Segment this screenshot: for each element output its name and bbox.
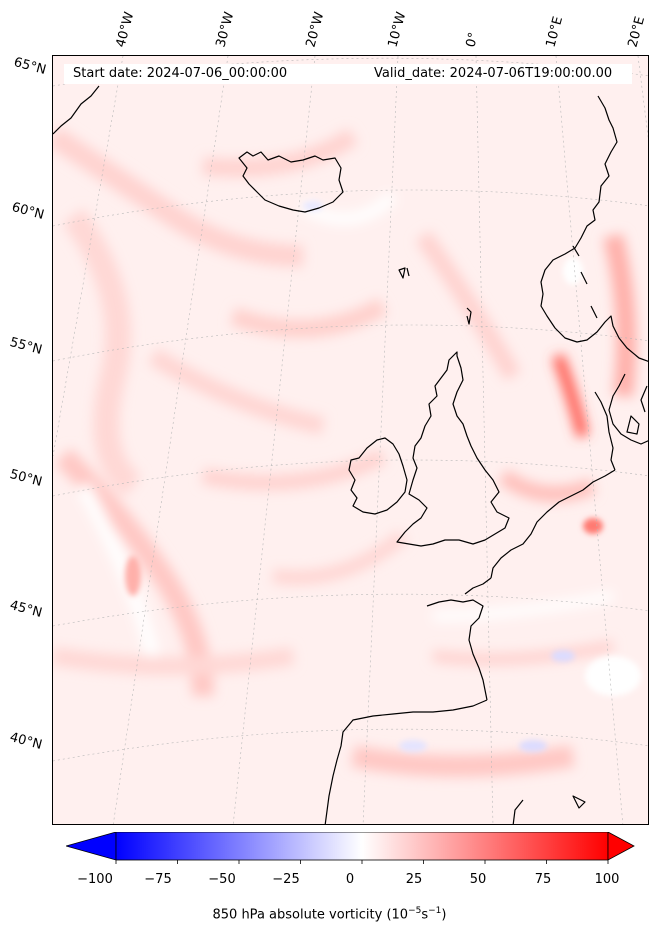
colorbar-ticks xyxy=(115,860,609,864)
colorbar xyxy=(66,832,635,864)
header-strip xyxy=(64,64,632,84)
valid-date-text: Valid_date: 2024-07-06T19:00:00.00 xyxy=(374,66,613,81)
vorticity-field xyxy=(53,126,637,777)
colorbar-tick-label: −50 xyxy=(208,872,236,887)
lat-label-50n: 50°N xyxy=(8,467,44,490)
lat-label-40n: 40°N xyxy=(8,730,44,753)
colorbar-tick-label: −25 xyxy=(272,872,300,887)
colorbar-high-extend xyxy=(607,832,635,861)
graticule xyxy=(53,56,648,824)
colorbar-label: 850 hPa absolute vorticity (10−5s−1) xyxy=(212,906,447,923)
colorbar-tick-label: −100 xyxy=(77,872,113,887)
vorticity-map xyxy=(53,56,648,824)
lon-label-40w: 40°W xyxy=(113,10,138,49)
lon-label-10w: 10°W xyxy=(385,10,410,49)
lon-label-30w: 30°W xyxy=(213,10,238,49)
lon-label-20e: 20°E xyxy=(625,14,649,50)
lat-label-60n: 60°N xyxy=(10,200,46,223)
lat-label-65n: 65°N xyxy=(12,55,48,78)
colorbar-tick-label: 100 xyxy=(594,872,620,887)
lon-label-0: 0° xyxy=(463,30,482,49)
colorbar-tick-label: 75 xyxy=(534,872,552,887)
colorbar-tick-label: 50 xyxy=(469,872,487,887)
map-panel xyxy=(52,55,649,825)
colorbar-tick-label: 0 xyxy=(345,872,355,887)
lat-label-45n: 45°N xyxy=(8,598,44,621)
iceland-outline xyxy=(238,151,344,213)
coastlines xyxy=(53,85,648,824)
colorbar-low-extend xyxy=(66,832,117,861)
colorbar-gradient xyxy=(115,832,609,861)
vorticity-extremes xyxy=(125,201,641,752)
colorbar-tick-label: −75 xyxy=(144,872,172,887)
colorbar-tick-label: 25 xyxy=(405,872,423,887)
lon-label-20w: 20°W xyxy=(303,10,328,49)
start-date-text: Start date: 2024-07-06_00:00:00 xyxy=(73,66,288,81)
vorticity-background xyxy=(53,56,648,824)
lon-label-10e: 10°E xyxy=(543,14,567,50)
ireland-outline xyxy=(348,437,408,515)
lat-label-55n: 55°N xyxy=(8,335,44,358)
great-britain-outline xyxy=(396,351,510,547)
